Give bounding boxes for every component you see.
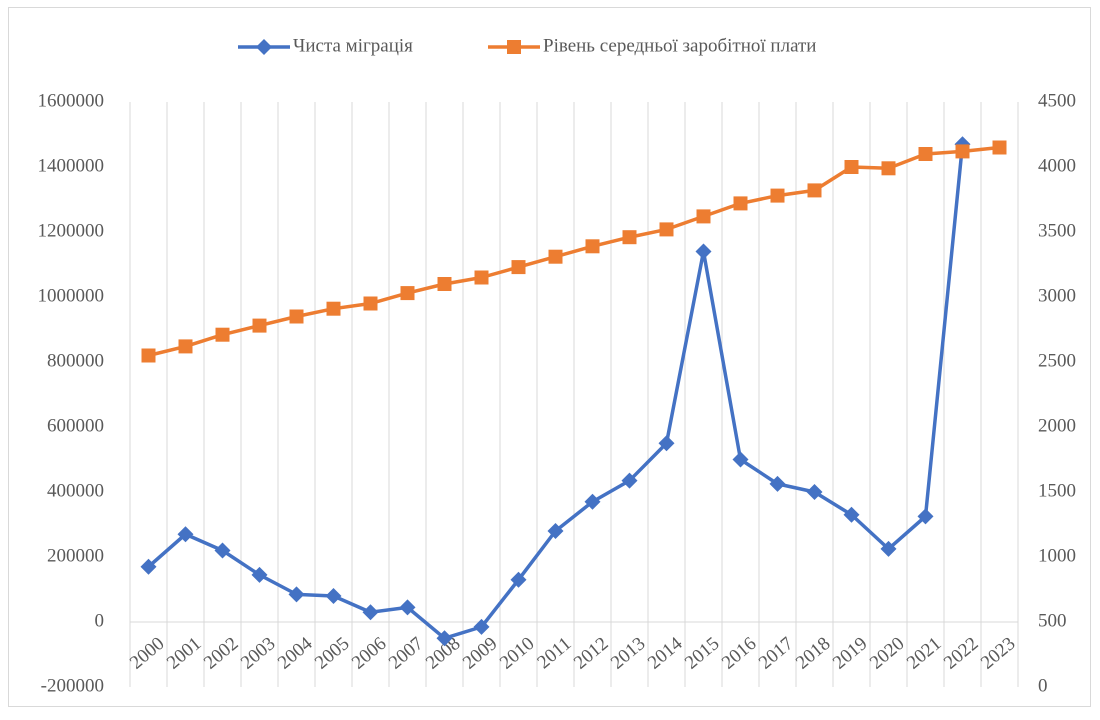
marker [881,161,896,176]
marker [843,506,860,523]
marker [399,599,416,616]
marker [214,542,231,559]
y-tick-label: 800000 [47,350,104,371]
marker [362,604,379,621]
marker [622,230,637,245]
marker [733,196,748,211]
marker [400,286,415,301]
marker [326,301,341,316]
y2-tick-label: 0 [1038,675,1048,696]
marker [510,571,527,588]
marker [474,270,489,285]
marker [621,472,638,489]
legend-label: Чиста міграція [293,35,413,56]
y2-tick-label: 3000 [1038,285,1076,306]
y-tick-label: 600000 [47,415,104,436]
marker [437,277,452,291]
y2-tick-label: 500 [1038,610,1067,631]
marker [140,558,157,575]
marker [585,239,600,254]
marker [880,540,897,557]
marker [288,586,305,603]
marker [473,618,490,635]
marker [584,493,601,510]
y-tick-label: 200000 [47,545,104,566]
marker [363,296,378,311]
y2-tick-label: 3500 [1038,220,1076,241]
y2-tick-label: 1000 [1038,545,1076,566]
marker [178,339,193,354]
y-tick-label: 1400000 [38,155,105,176]
marker [289,309,304,324]
marker [695,243,712,260]
y-tick-label: 0 [95,610,105,631]
marker [732,451,749,468]
y-tick-label: 1600000 [38,90,105,111]
y-tick-label: 400000 [47,480,104,501]
marker [177,526,194,543]
y2-tick-label: 4500 [1038,90,1076,111]
marker [992,140,1007,155]
marker [917,508,934,525]
marker [955,144,970,159]
legend-label: Рівень середньої заробітної плати [543,35,816,56]
marker [918,147,933,161]
marker [547,523,564,539]
legend-marker [256,39,272,55]
marker [141,348,156,363]
marker [659,222,674,237]
y-tick-label: 1000000 [38,285,105,306]
y-tick-label: -200000 [41,675,104,696]
marker [844,160,859,174]
marker [548,249,563,264]
y2-tick-label: 2500 [1038,350,1076,371]
marker [215,327,230,342]
marker [696,209,711,224]
y2-tick-label: 1500 [1038,480,1076,501]
legend-marker [507,40,521,54]
marker [807,183,822,198]
marker [806,484,823,500]
y2-tick-label: 2000 [1038,415,1076,436]
chart-border [8,7,1091,707]
y2-tick-label: 4000 [1038,155,1076,176]
marker [769,475,786,492]
marker [251,566,268,583]
marker [770,188,785,203]
y-tick-label: 1200000 [38,220,105,241]
marker [658,435,675,452]
marker [325,588,342,604]
marker [511,260,526,275]
marker [252,318,267,333]
marker [436,630,453,647]
